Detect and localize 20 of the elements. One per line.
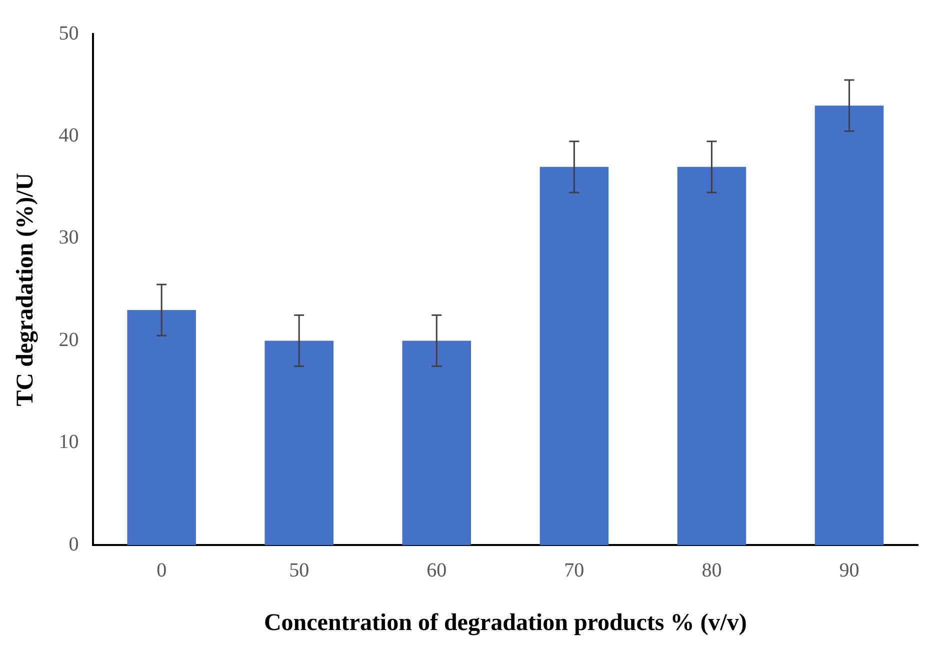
x-tick-label: 60 — [426, 559, 447, 582]
x-axis-title: Concentration of degradation products % (v/v) — [264, 610, 747, 636]
y-tick-label: 30 — [58, 226, 79, 249]
bar — [264, 340, 334, 546]
bar — [677, 166, 746, 546]
bar — [127, 310, 196, 546]
x-tick-label: 90 — [839, 559, 860, 582]
x-tick-label: 80 — [702, 559, 722, 582]
x-tick-label: 70 — [564, 559, 584, 582]
bar — [402, 340, 472, 546]
bar — [814, 106, 884, 546]
x-tick-label: 50 — [289, 559, 310, 582]
x-tick-label: 0 — [156, 559, 167, 582]
y-axis-title: TC degradation (%)/U — [12, 172, 39, 406]
y-tick-label: 40 — [58, 124, 79, 146]
bar — [540, 166, 609, 546]
y-tick-label: 10 — [58, 431, 79, 454]
y-tick-label: 0 — [68, 533, 79, 556]
y-tick-label: 50 — [58, 22, 79, 44]
y-tick-label: 20 — [58, 328, 79, 351]
